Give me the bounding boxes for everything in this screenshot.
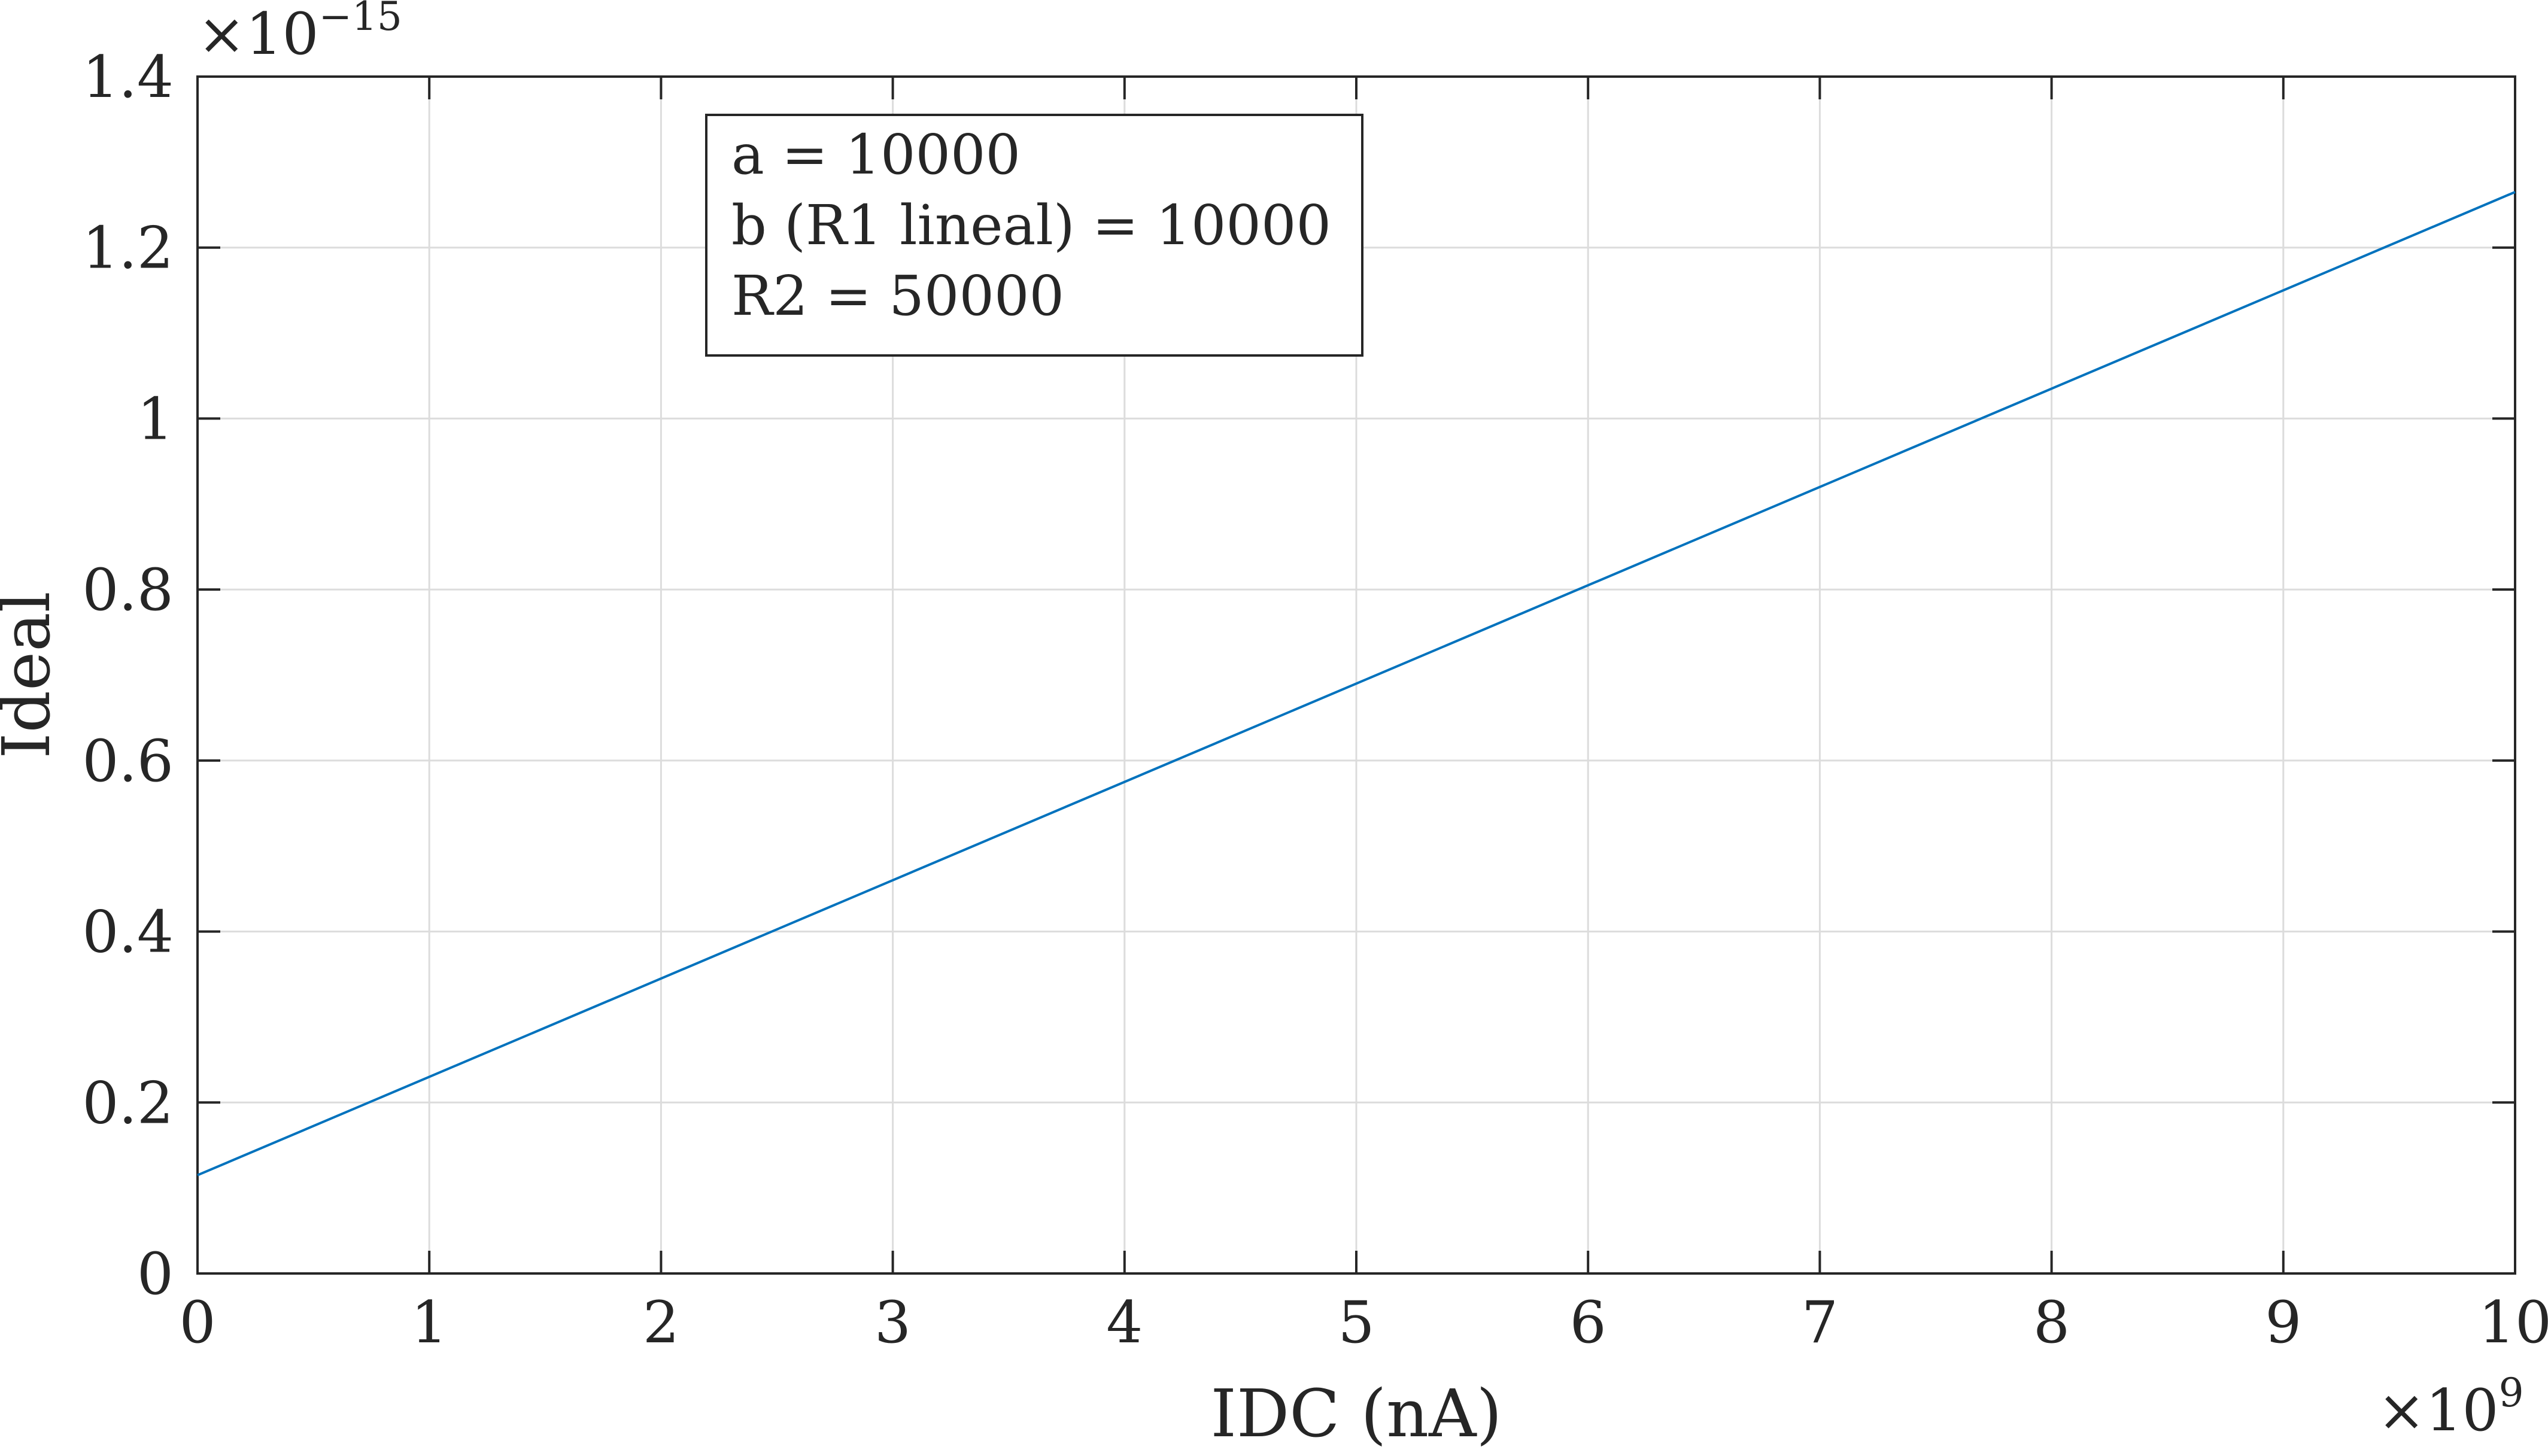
x-exponent-power: 9	[2499, 1370, 2524, 1416]
y-tick-label: 1.4	[82, 44, 174, 111]
annotation-frame	[705, 114, 1363, 357]
x-tick-label: 2	[643, 1289, 679, 1356]
annotation-box: a = 10000 b (R1 lineal) = 10000 R2 = 500…	[705, 114, 1363, 357]
x-tick-label: 0	[179, 1289, 215, 1356]
y-tick-label: 0.2	[82, 1069, 174, 1136]
annotation-line-a: a = 10000	[731, 123, 1021, 187]
x-tick-label: 6	[1570, 1289, 1606, 1356]
y-axis-label: Ideal	[0, 591, 65, 759]
x-tick-label: 9	[2265, 1289, 2301, 1356]
y-tick-label: 0.8	[82, 557, 174, 624]
x-tick-labels: 0 1 2 3 4 5 6 7 8 9 10	[179, 1289, 2548, 1356]
series-layer	[197, 191, 2516, 1177]
y-tick-label: 0	[137, 1241, 174, 1308]
x-tick-label: 8	[2033, 1289, 2070, 1356]
y-tick-label: 0.4	[82, 899, 174, 966]
y-tick-label: 1	[137, 385, 174, 452]
x-tick-label: 3	[874, 1289, 911, 1356]
y-exponent-power: −15	[319, 0, 402, 39]
axis-ticks	[196, 75, 2516, 1275]
x-tick-label: 10	[2479, 1289, 2548, 1356]
series-line-0	[197, 191, 2516, 1177]
annotation-line-r2: R2 = 50000	[731, 264, 1064, 328]
y-tick-label: 1.2	[82, 215, 174, 282]
x-exponent-base: ×10	[2377, 1377, 2499, 1444]
y-tick-label: 0.6	[82, 728, 174, 795]
x-exponent-label: ×109	[2377, 1370, 2524, 1444]
x-axis-label: IDC (nA)	[1211, 1375, 1502, 1452]
y-exponent-base: ×10	[198, 1, 319, 68]
y-tick-labels: 0 0.2 0.4 0.6 0.8 1 1.2 1.4	[82, 44, 174, 1308]
x-tick-label: 7	[1802, 1289, 1838, 1356]
y-exponent-label: ×10−15	[198, 0, 402, 68]
x-tick-label: 4	[1106, 1289, 1143, 1356]
annotation-line-b: b (R1 lineal) = 10000	[731, 193, 1331, 257]
x-tick-label: 5	[1338, 1289, 1374, 1356]
x-tick-label: 1	[411, 1289, 448, 1356]
